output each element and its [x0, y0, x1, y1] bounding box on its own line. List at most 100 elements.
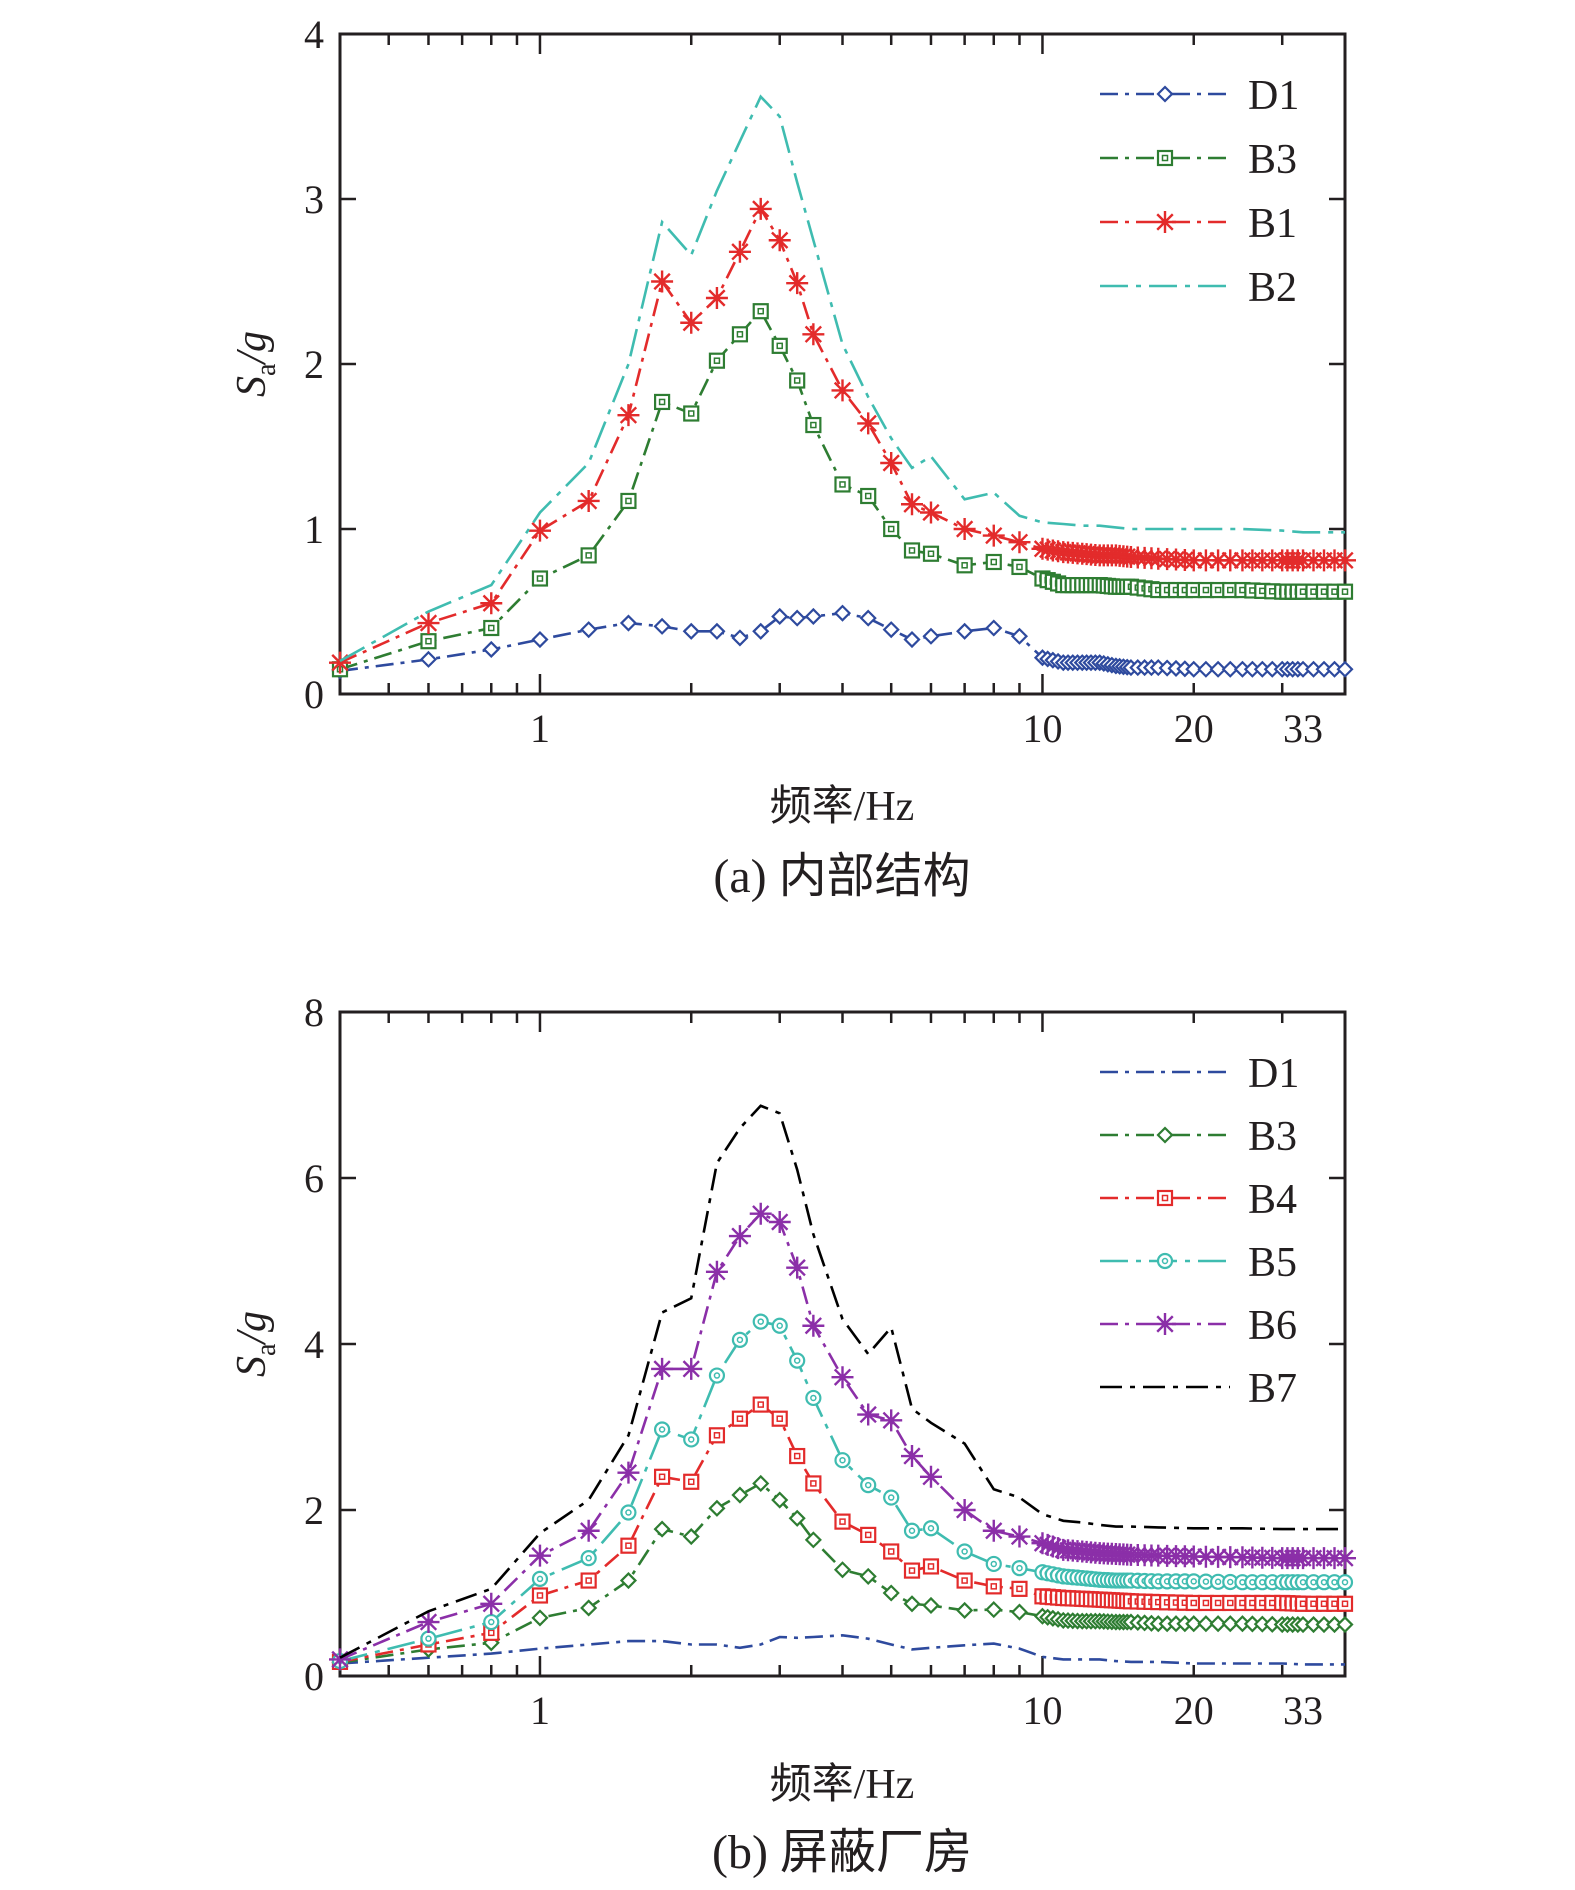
point-0-B3-16-inner [887, 525, 895, 533]
point-0-B3-6 [653, 393, 671, 411]
y-tick-label-0-2: 2 [304, 342, 324, 387]
point-0-B1-14 [831, 379, 854, 402]
point-1-B5-1 [420, 1630, 437, 1647]
point-0-D1-29 [1185, 660, 1203, 678]
point-0-B3-33-inner [1341, 588, 1349, 595]
x-axis-label-a: 频率/Hz [770, 783, 915, 830]
point-1-B5-6-inner [658, 1426, 666, 1433]
point-0-B3-13-inner [810, 421, 817, 429]
point-1-B5-6 [653, 1421, 671, 1438]
point-1-B5-17 [903, 1522, 921, 1539]
series-0-B1 [329, 197, 1356, 674]
y-tick-label-1-1: 2 [304, 1488, 324, 1533]
point-1-B5-8 [708, 1367, 726, 1384]
point-1-B4-6-inner [658, 1473, 666, 1481]
point-0-B3-10-inner [757, 307, 764, 315]
point-1-B5-2 [483, 1613, 500, 1631]
point-0-D1-29-1 [1197, 660, 1215, 678]
point-0-B1-4 [577, 489, 600, 512]
y-axis-label-b-main: S [229, 1356, 275, 1377]
point-0-B3-29-1-inner [1202, 586, 1210, 594]
point-0-B3-21 [1011, 558, 1028, 576]
legend-label-1-B6: B6 [1248, 1303, 1297, 1349]
legend-entry-0-D1: D1 [1100, 73, 1299, 119]
point-0-D1-12 [788, 609, 806, 627]
point-1-B3-6 [653, 1520, 671, 1538]
point-1-B4-19 [956, 1572, 973, 1589]
y-tick-label-1-0: 0 [304, 1654, 324, 1699]
point-1-B4-18-inner [927, 1563, 935, 1570]
point-1-B6-12 [786, 1256, 809, 1279]
point-1-B5-9 [731, 1331, 749, 1348]
point-1-B5-29-inner [1190, 1578, 1197, 1585]
point-1-B3-19 [956, 1601, 974, 1619]
legend-b: D1 B3 B4 B5 B6 B7 [1100, 1051, 1299, 1412]
point-0-B3-5-inner [625, 497, 632, 505]
point-1-B5-13 [805, 1389, 822, 1407]
point-0-D1-15 [859, 609, 877, 627]
y-tick-label-0-4: 4 [304, 12, 324, 57]
point-1-B4-10-inner [757, 1401, 764, 1408]
x-tick-label-0-0: 1 [530, 706, 550, 751]
point-0-B3-17-inner [908, 547, 916, 554]
point-1-B3-12 [788, 1509, 806, 1527]
point-1-B4-29-1-inner [1202, 1599, 1210, 1607]
panel-a: 1 10 20 33 0 1 2 3 4 D1 B3 B1 B2 频率/Hz Sa/g (a) 内部结… [229, 12, 1356, 903]
point-1-B4-5 [620, 1537, 637, 1554]
point-1-B5-4-inner [585, 1554, 592, 1562]
point-1-B4-15 [860, 1526, 877, 1544]
series-line-1-B5 [339, 1320, 1345, 1663]
point-1-B6-13 [802, 1314, 825, 1337]
point-1-B4-13-inner [810, 1480, 817, 1487]
legend-entry-1-B5: B5 [1100, 1240, 1297, 1286]
point-1-B5-33 [1336, 1574, 1354, 1591]
point-1-B6-11 [768, 1210, 791, 1233]
legend-label-1-B3: B3 [1248, 1114, 1297, 1160]
point-0-B1-8 [705, 287, 728, 309]
point-1-B4-21-inner [1016, 1585, 1023, 1593]
caption-a: (a) 内部结构 [713, 850, 970, 903]
point-0-D1-6 [653, 617, 671, 635]
point-0-B3-6-inner [658, 398, 666, 406]
point-1-B5-16 [883, 1489, 900, 1506]
point-0-B1-16 [880, 452, 903, 474]
legend-a: D1 B3 B1 B2 [1100, 73, 1299, 311]
point-0-B3-8-inner [713, 357, 721, 364]
point-1-B6-10 [749, 1202, 772, 1225]
legend-marker-1-B4-inner [1161, 1194, 1169, 1202]
legend-marker-0-B1 [1154, 211, 1176, 233]
point-1-B5-17-inner [908, 1527, 916, 1534]
legend-entry-0-B3: B3 [1100, 137, 1297, 183]
point-1-B3-21 [1010, 1603, 1029, 1621]
panel-b: 1 10 20 33 0 2 4 6 8 D1 B3 B4 B5 B6 B7 频率/Hz Sa/g (b)… [229, 990, 1356, 1879]
legend-marker-1-B3 [1156, 1126, 1174, 1144]
point-1-B4-19-inner [961, 1577, 968, 1584]
point-1-B6-21 [1008, 1525, 1031, 1548]
legend-entry-1-D1: D1 [1100, 1051, 1299, 1097]
point-0-D1-4 [580, 621, 598, 639]
y-axis-label-a-main: S [229, 376, 275, 397]
point-1-B5-19-inner [961, 1548, 968, 1555]
point-1-B3-7 [682, 1528, 700, 1546]
point-0-D1-16 [882, 621, 900, 639]
point-1-B5-1-inner [425, 1635, 432, 1642]
point-1-B6-14 [831, 1366, 854, 1389]
legend-marker-0-B3-inner [1161, 154, 1169, 162]
series-0-D1 [331, 604, 1354, 680]
point-1-B6-17 [900, 1445, 923, 1468]
point-1-B4-7-inner [687, 1478, 695, 1486]
point-1-B4-8 [708, 1427, 726, 1444]
legend-marker-1-B5 [1156, 1252, 1174, 1270]
point-1-B5-20 [985, 1555, 1002, 1573]
point-0-B3-5 [620, 492, 637, 510]
point-1-B4-17 [903, 1562, 921, 1579]
point-1-B4-8-inner [713, 1432, 721, 1439]
legend-marker-1-B4 [1156, 1189, 1174, 1207]
point-0-B3-2 [483, 619, 500, 637]
point-0-B3-2-inner [488, 624, 495, 632]
point-1-B4-4 [580, 1572, 597, 1589]
point-1-B6-18 [919, 1465, 942, 1488]
series-line-1-D1 [339, 1633, 1345, 1666]
point-1-B4-29-2-inner [1214, 1599, 1222, 1607]
